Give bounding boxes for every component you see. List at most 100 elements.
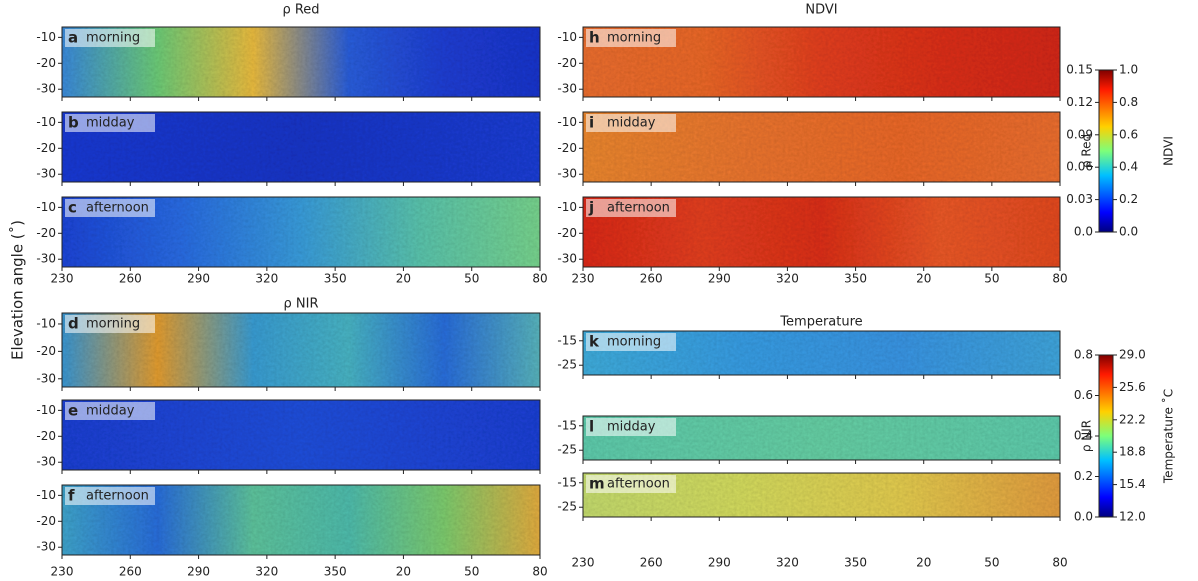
colorbar-tick-label: 1.0 (1119, 63, 1138, 77)
colorbar-label: Temperature ˚C (1161, 389, 1176, 484)
y-tick-label: -10 (557, 30, 577, 44)
colorbar-tick-label: 29.0 (1119, 348, 1146, 362)
panel-label: afternoon (86, 489, 149, 504)
x-tick-label: 320 (255, 272, 278, 286)
x-tick-label: 350 (844, 272, 867, 286)
y-tick-label: -20 (557, 56, 577, 70)
colorbar-tick-label: 0.2 (1074, 469, 1093, 483)
y-tick-label: -30 (557, 82, 577, 96)
panel-title: Temperature (779, 315, 862, 330)
x-tick-label: 290 (187, 565, 210, 579)
x-tick-label: 260 (119, 272, 142, 286)
colorbar-tick-label: 0.0 (1074, 510, 1093, 524)
y-tick-label: -10 (36, 488, 56, 502)
x-tick-label: 320 (776, 272, 799, 286)
colorbar-tick-label: 0.8 (1119, 95, 1138, 109)
y-tick-label: -20 (36, 56, 56, 70)
y-tick-label: -25 (557, 500, 577, 514)
y-tick-label: -20 (557, 141, 577, 155)
x-tick-label: 290 (708, 556, 731, 570)
y-tick-label: -10 (36, 200, 56, 214)
x-tick-label: 80 (532, 272, 547, 286)
panel-label: midday (607, 420, 656, 435)
colorbar-tick-label: 22.2 (1119, 412, 1146, 426)
x-tick-label: 50 (464, 565, 479, 579)
y-tick-label: -15 (557, 475, 577, 489)
panel-letter: k (589, 333, 600, 351)
y-tick-label: -10 (36, 403, 56, 417)
x-tick-label: 290 (708, 272, 731, 286)
colorbar-tick-label: 15.4 (1119, 477, 1146, 491)
x-tick-label: 80 (1052, 556, 1067, 570)
y-tick-label: -10 (36, 30, 56, 44)
colorbar-tick-label: 0.6 (1074, 388, 1093, 402)
colorbar-tick-label: 18.8 (1119, 445, 1146, 459)
x-tick-label: 230 (51, 565, 74, 579)
panel-letter: m (589, 475, 605, 493)
x-tick-label: 290 (187, 272, 210, 286)
y-tick-label: -30 (36, 455, 56, 469)
colorbar-tick-label: 0.6 (1119, 127, 1138, 141)
y-tick-label: -30 (557, 167, 577, 181)
y-tick-label: -30 (557, 252, 577, 266)
colorbar-tick-label: 0.12 (1066, 95, 1093, 109)
colorbar-tick-label: 0.03 (1066, 192, 1093, 206)
x-tick-label: 50 (464, 272, 479, 286)
y-tick-label: -15 (557, 418, 577, 432)
panel-label: morning (607, 31, 661, 46)
panel-letter: e (68, 402, 78, 420)
panel-letter: c (68, 199, 77, 217)
panel-label: afternoon (607, 201, 670, 216)
x-tick-label: 80 (532, 565, 547, 579)
colorbar (1099, 355, 1113, 517)
colorbar-tick-label: 0.0 (1119, 225, 1138, 239)
colorbar-label: ρ NIR (1080, 420, 1094, 452)
panel-title: ρ NIR (284, 297, 319, 312)
colorbar-tick-label: 25.6 (1119, 380, 1146, 394)
y-tick-label: -10 (36, 316, 56, 330)
y-tick-label: -10 (36, 115, 56, 129)
panel-letter: a (68, 29, 78, 47)
panel-label: morning (607, 335, 661, 350)
panel-letter: j (588, 199, 594, 217)
figure: Elevation angle (˚) ρ Redamorning-10-20-… (0, 0, 1198, 581)
x-tick-label: 260 (640, 272, 663, 286)
colorbar-tick-label: 0.2 (1119, 192, 1138, 206)
x-tick-label: 350 (324, 565, 347, 579)
y-tick-label: -30 (36, 82, 56, 96)
colorbar-tick-label: 0.4 (1119, 160, 1138, 174)
y-tick-label: -10 (557, 115, 577, 129)
x-tick-label: 20 (396, 272, 411, 286)
y-tick-label: -20 (557, 226, 577, 240)
x-tick-label: 230 (51, 272, 74, 286)
y-tick-label: -25 (557, 443, 577, 457)
panel-title: NDVI (805, 3, 837, 18)
y-tick-label: -30 (36, 371, 56, 385)
x-tick-label: 350 (324, 272, 347, 286)
panel-letter: l (589, 418, 594, 436)
colorbar-tick-label: 12.0 (1119, 510, 1146, 524)
colorbar-tick-label: 0.0 (1074, 225, 1093, 239)
x-tick-label: 50 (984, 272, 999, 286)
y-tick-label: -30 (36, 167, 56, 181)
x-tick-label: 260 (640, 556, 663, 570)
panel-label: midday (607, 116, 656, 131)
x-tick-label: 320 (776, 556, 799, 570)
y-tick-label: -25 (557, 358, 577, 372)
x-tick-label: 260 (119, 565, 142, 579)
panel-label: midday (86, 404, 135, 419)
x-tick-label: 230 (572, 272, 595, 286)
panel-letter: d (68, 315, 79, 333)
x-tick-label: 20 (396, 565, 411, 579)
y-tick-label: -20 (36, 141, 56, 155)
y-tick-label: -10 (557, 200, 577, 214)
y-tick-label: -20 (36, 514, 56, 528)
x-tick-label: 20 (916, 272, 931, 286)
y-tick-label: -20 (36, 226, 56, 240)
panel-label: morning (86, 317, 140, 332)
x-tick-label: 350 (844, 556, 867, 570)
x-tick-label: 320 (255, 565, 278, 579)
colorbar-tick-label: 0.8 (1074, 348, 1093, 362)
panel-title: ρ Red (282, 3, 319, 18)
x-tick-label: 80 (1052, 272, 1067, 286)
